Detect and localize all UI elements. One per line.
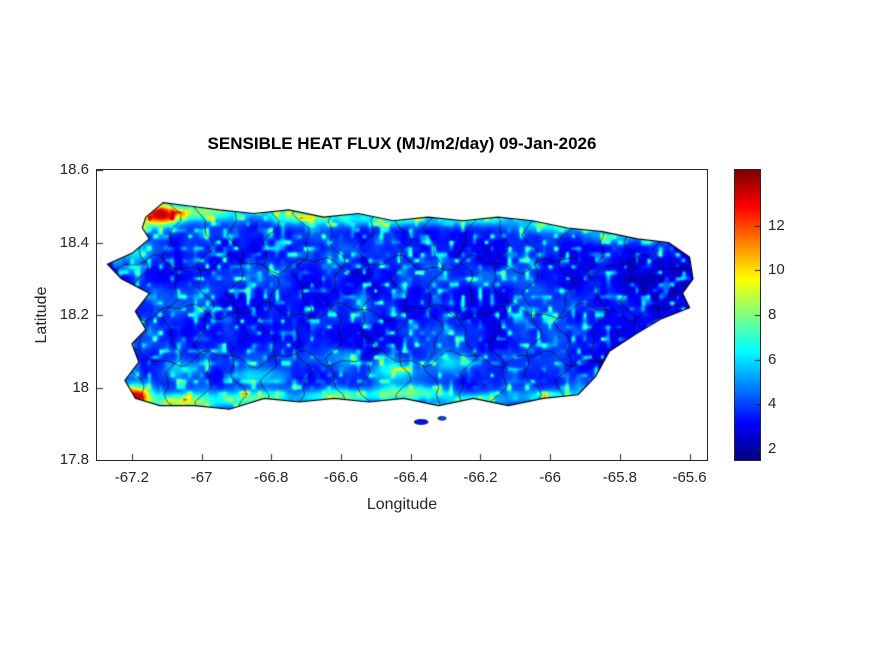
plot-area <box>96 169 708 461</box>
y-tick-label: 17.8 <box>59 451 89 468</box>
y-tick-label: 18.4 <box>59 233 89 251</box>
x-tick-label: -67.2 <box>114 469 149 486</box>
colorbar <box>734 169 761 461</box>
y-tick-label: 18 <box>72 378 89 396</box>
colorbar-tick-label: 12 <box>768 216 785 234</box>
x-tick-label: -66.2 <box>463 469 498 486</box>
chart-title: SENSIBLE HEAT FLUX (MJ/m2/day) 09-Jan-20… <box>207 134 597 153</box>
y-tick-label: 18.6 <box>59 161 89 178</box>
x-tick-label: -66.4 <box>393 469 428 486</box>
x-tick-label: -65.8 <box>602 469 637 486</box>
colorbar-tick-label: 4 <box>768 395 777 413</box>
x-tick-label: -65.6 <box>672 469 707 486</box>
colorbar-tick-label: 8 <box>768 306 777 323</box>
x-tick-label: -67 <box>190 469 213 486</box>
heatmap-canvas <box>97 170 707 460</box>
x-tick-label: -66.6 <box>323 469 359 486</box>
x-tick-label: -66.8 <box>254 469 289 486</box>
colorbar-gradient-canvas <box>735 170 760 460</box>
y-tick-label: 18.2 <box>59 306 89 323</box>
colorbar-tick-label: 6 <box>768 350 777 368</box>
colorbar-tick-label: 10 <box>768 261 785 279</box>
x-tick-label: -66 <box>539 469 561 486</box>
colorbar-tick-label: 2 <box>768 439 777 457</box>
x-axis-label: Longitude <box>366 496 438 513</box>
